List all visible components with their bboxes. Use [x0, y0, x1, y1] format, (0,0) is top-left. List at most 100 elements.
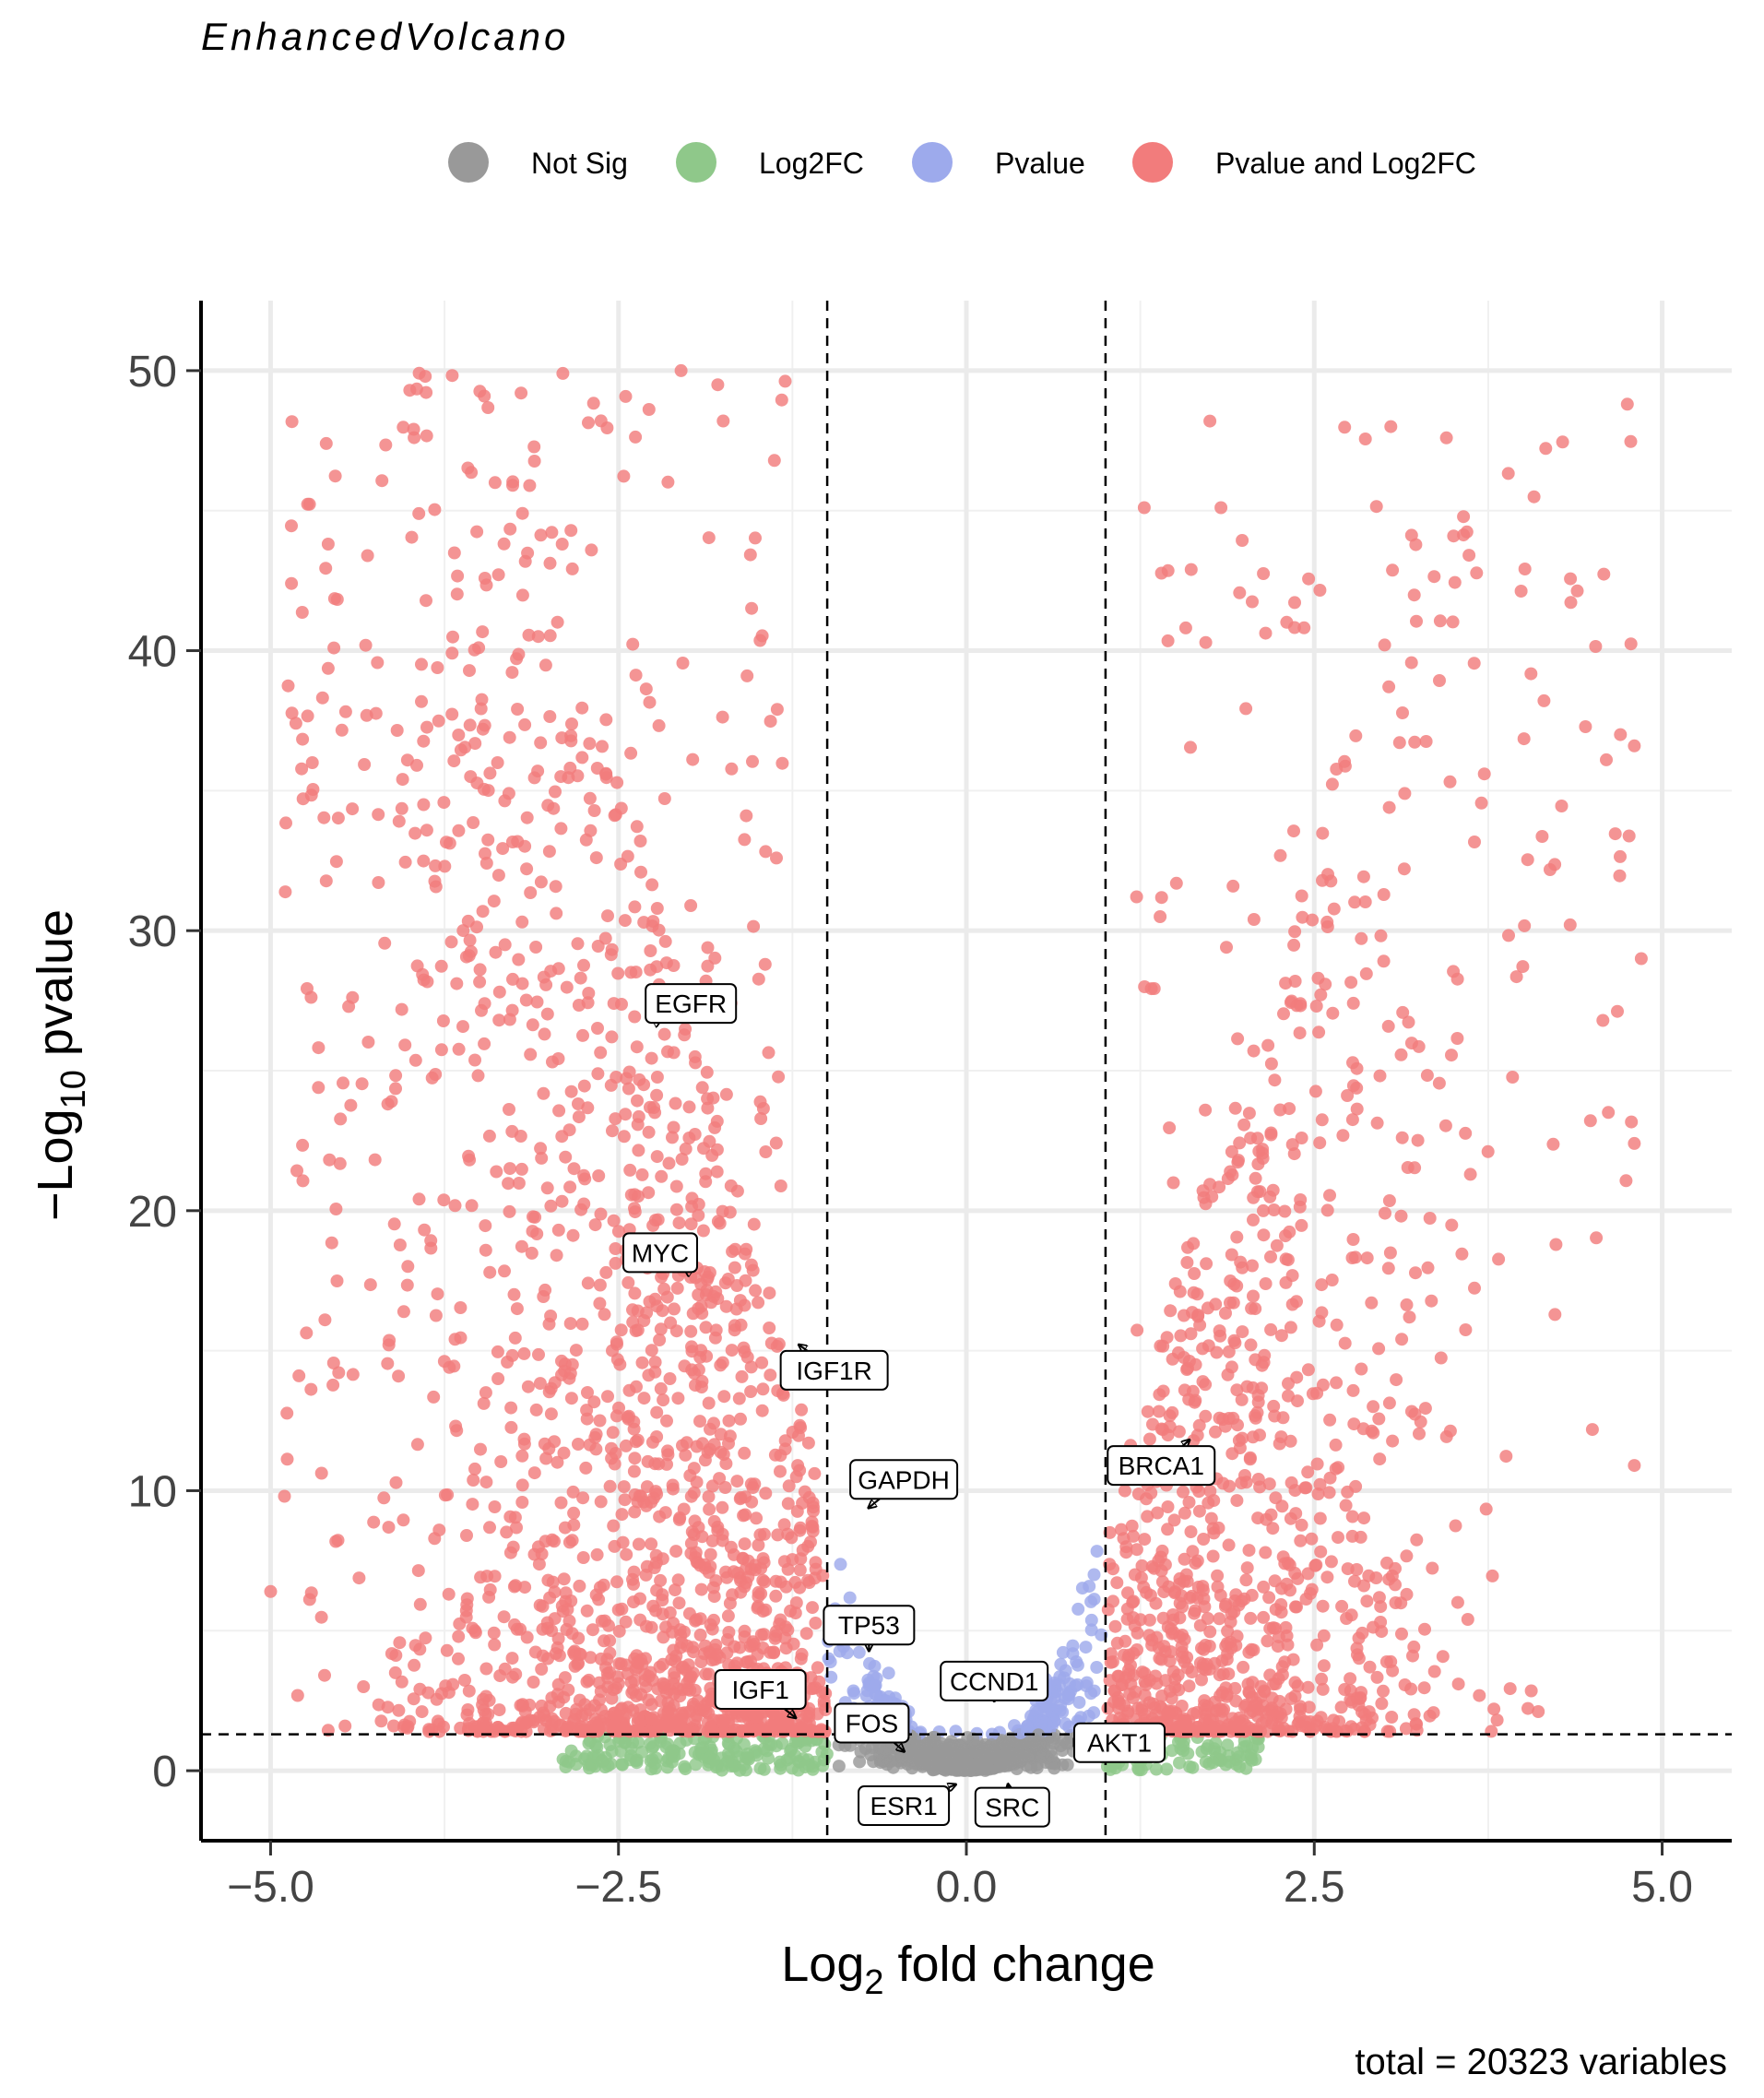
data-point [445, 707, 459, 721]
data-point [704, 1422, 716, 1436]
data-point [1084, 1613, 1098, 1627]
data-point [809, 1617, 823, 1630]
data-point [1196, 1375, 1210, 1389]
data-point [704, 1559, 717, 1573]
data-point [335, 723, 349, 737]
data-point [734, 1412, 747, 1426]
data-point [626, 1572, 639, 1586]
data-point [1397, 862, 1411, 876]
data-point [569, 1758, 583, 1772]
data-point [518, 717, 532, 731]
data-point [1261, 1038, 1275, 1052]
data-point [431, 661, 444, 674]
data-point [1229, 1588, 1243, 1602]
data-point [764, 715, 777, 729]
data-point [319, 562, 333, 575]
data-point [278, 885, 292, 899]
gene-label-src: SRC [985, 1794, 1039, 1822]
data-point [1398, 1678, 1412, 1691]
data-point [609, 808, 622, 822]
data-point [630, 1689, 643, 1702]
data-point [721, 1609, 735, 1623]
data-point [1221, 1368, 1235, 1381]
data-point [573, 1579, 586, 1593]
data-point [534, 875, 548, 889]
data-point [296, 792, 310, 806]
data-point [1210, 1704, 1223, 1718]
data-point [503, 730, 516, 744]
data-point [1624, 434, 1638, 448]
data-point [1161, 1500, 1175, 1513]
data-point [1395, 1627, 1408, 1641]
data-point [1360, 1594, 1374, 1608]
data-point [285, 576, 299, 590]
data-point [1160, 1762, 1174, 1776]
data-point [526, 1018, 539, 1032]
data-point [654, 1381, 668, 1395]
data-point [1290, 1600, 1303, 1614]
data-point [1329, 1438, 1343, 1452]
data-point [583, 737, 597, 751]
data-point [1344, 1693, 1357, 1707]
data-point [527, 771, 541, 785]
data-point [326, 1378, 340, 1392]
data-point [1261, 1634, 1274, 1648]
data-point [1239, 1573, 1253, 1587]
data-point [520, 862, 534, 876]
data-point [1153, 1652, 1166, 1665]
data-point [739, 1508, 752, 1522]
data-point [683, 1683, 697, 1697]
data-point [584, 1651, 598, 1665]
data-point [1316, 1599, 1330, 1613]
data-point [329, 1535, 343, 1548]
data-point [1634, 952, 1648, 966]
data-point [1426, 1561, 1439, 1575]
data-point [491, 568, 505, 582]
data-point [385, 1095, 398, 1108]
data-point [488, 1638, 502, 1652]
data-point [1628, 739, 1641, 753]
data-point [1417, 1681, 1431, 1695]
data-point [1613, 869, 1627, 883]
data-point [747, 1638, 761, 1651]
data-point [628, 900, 642, 914]
data-point [653, 1510, 667, 1523]
data-point [1154, 910, 1167, 923]
data-point [618, 1720, 632, 1734]
data-point [754, 1112, 768, 1125]
data-point [475, 1003, 488, 1017]
data-point [1235, 1476, 1249, 1490]
data-point [551, 1688, 564, 1701]
data-point [644, 944, 657, 957]
data-point [448, 1199, 462, 1213]
data-point [1549, 1238, 1563, 1251]
data-point [1295, 1518, 1308, 1532]
data-point [635, 1745, 649, 1759]
data-point [1427, 1665, 1441, 1678]
data-point [382, 1521, 396, 1535]
data-point [721, 1713, 735, 1727]
data-point [462, 1149, 476, 1163]
data-point [772, 1070, 786, 1084]
caption: total = 20323 variables [1355, 2042, 1727, 2082]
data-point [793, 1563, 807, 1577]
data-point [470, 525, 484, 539]
data-point [1118, 1484, 1131, 1498]
data-point [586, 397, 600, 410]
data-point [740, 809, 753, 823]
data-point [476, 1698, 490, 1712]
data-point [1579, 720, 1592, 733]
data-point [1462, 549, 1476, 563]
data-point [1150, 1762, 1163, 1776]
data-point [1535, 830, 1549, 843]
data-point [429, 1068, 443, 1081]
data-point [296, 1174, 310, 1188]
data-point [502, 787, 515, 800]
data-point [419, 1631, 432, 1645]
data-point [1246, 1430, 1260, 1444]
data-point [389, 1476, 403, 1489]
data-point [1382, 1396, 1396, 1410]
data-point [653, 1333, 667, 1346]
data-point [1207, 1494, 1221, 1508]
data-point [606, 1124, 619, 1138]
